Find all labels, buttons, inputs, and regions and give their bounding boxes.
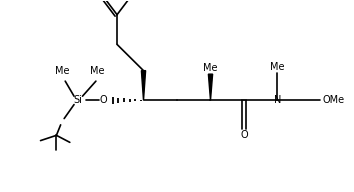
Text: O: O — [240, 130, 248, 140]
Polygon shape — [141, 71, 145, 100]
Polygon shape — [209, 74, 213, 100]
Text: Me: Me — [270, 62, 285, 72]
Text: Me: Me — [90, 66, 105, 76]
Text: Me: Me — [203, 63, 218, 73]
Text: O: O — [99, 95, 107, 105]
Text: Si: Si — [74, 95, 83, 105]
Text: N: N — [274, 95, 281, 105]
Text: Me: Me — [55, 66, 70, 76]
Text: OMe: OMe — [322, 95, 344, 105]
